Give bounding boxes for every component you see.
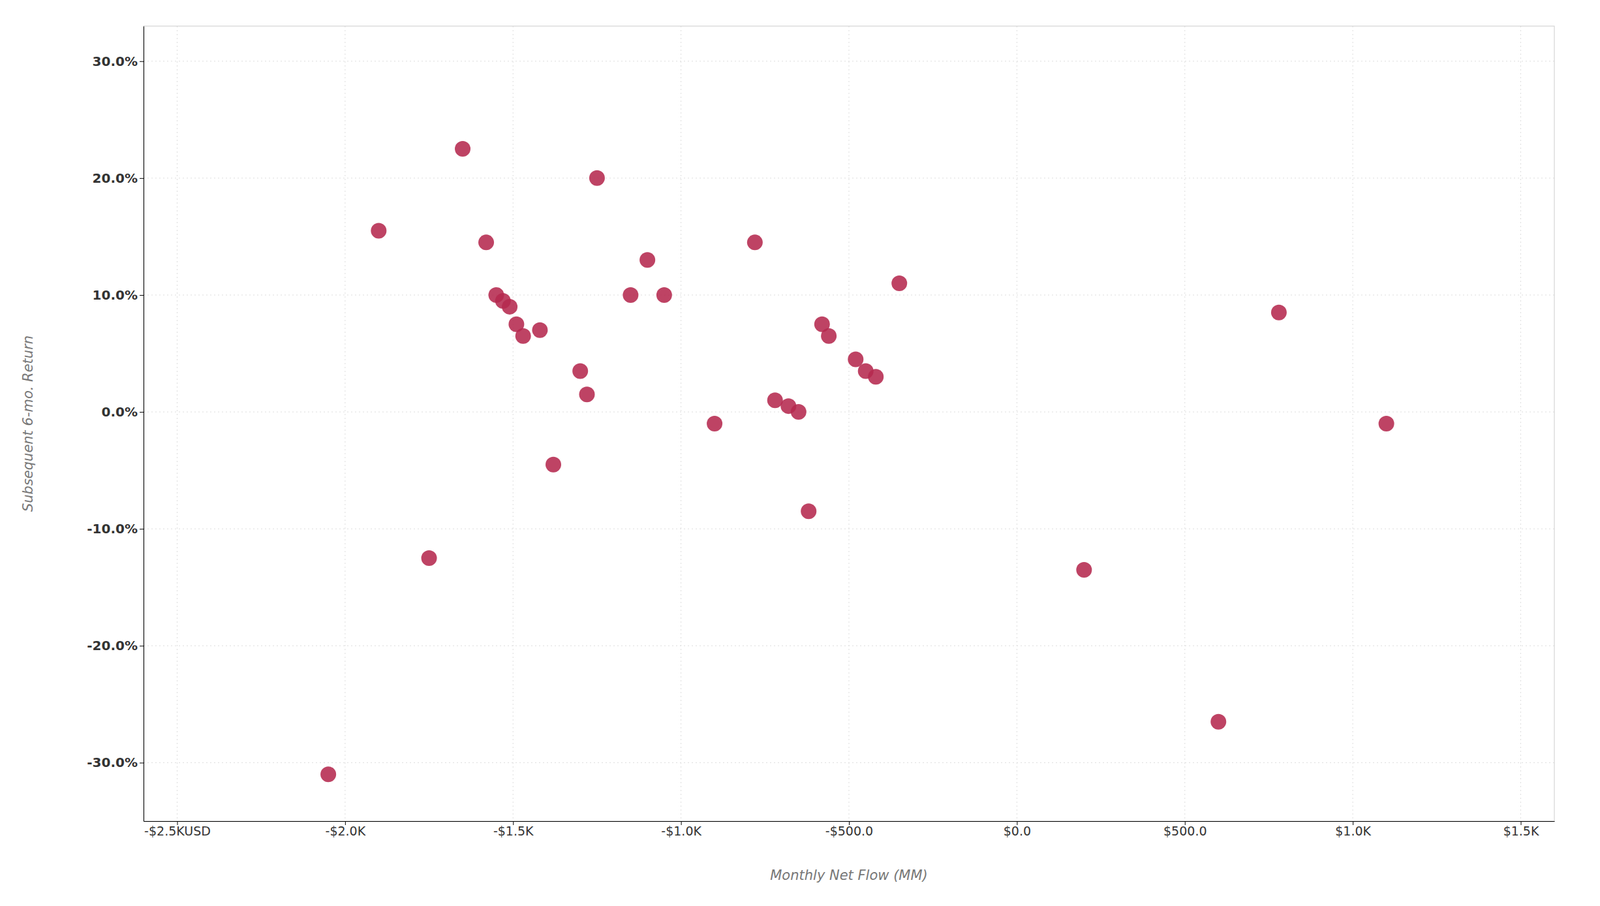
x-tick: -$500.0 <box>825 820 874 838</box>
point <box>320 766 337 782</box>
y-tick-mark <box>139 178 144 179</box>
x-tick: $1.5K <box>1503 820 1540 838</box>
chart: -$2.5KUSD -$2.0K -$1.5K -$1.0K -$500.0 $0.0 $5… <box>0 0 1600 906</box>
point <box>1076 561 1092 578</box>
point <box>578 386 595 402</box>
y-tick-mark <box>139 762 144 763</box>
y-tick: -20.0% <box>86 637 144 654</box>
grid-line-y <box>143 177 1555 179</box>
x-axis: -$2.5KUSD -$2.0K -$1.5K -$1.0K -$500.0 $0.0 $5… <box>144 820 1555 838</box>
x-tick-label: -$1.0K <box>661 823 702 838</box>
y-tick-mark <box>139 645 144 647</box>
x-tick: $500.0 <box>1163 820 1207 838</box>
x-tick-label: -$2.5KUSD <box>144 823 211 838</box>
x-tick-label: -$500.0 <box>825 823 874 838</box>
y-tick-label: 30.0% <box>92 53 138 70</box>
x-tick: $0.0 <box>1003 820 1031 838</box>
x-axis-title: Monthly Net Flow (MM) <box>769 867 928 883</box>
point <box>531 322 548 339</box>
grid-line-x <box>1352 26 1354 821</box>
x-tick-label: $1.0K <box>1335 823 1371 838</box>
y-tick-mark <box>139 294 144 296</box>
y-tick-label: -20.0% <box>86 637 138 654</box>
y-tick-mark <box>139 61 144 62</box>
x-tick: -$1.5K <box>493 820 534 838</box>
grid-line-x <box>344 26 346 821</box>
y-tick-label: -30.0% <box>86 754 138 770</box>
y-axis-title: Subsequent 6-mo. Return <box>20 335 36 512</box>
point <box>656 287 673 303</box>
point <box>545 456 562 473</box>
y-axis: -30.0% -20.0% -10.0% 0.0% 10.0% 20.0% 30.0% <box>86 26 144 822</box>
y-tick: -10.0% <box>86 520 144 537</box>
x-tick: -$2.5KUSD <box>144 820 211 838</box>
point <box>622 287 639 303</box>
grid-line-x <box>1184 26 1185 821</box>
point <box>639 251 656 268</box>
grid-line-x <box>176 26 178 821</box>
y-tick-label: -10.0% <box>86 520 138 537</box>
point <box>1210 713 1227 730</box>
x-tick-label: $500.0 <box>1163 823 1207 838</box>
point <box>790 403 807 420</box>
x-tick-label: $0.0 <box>1003 823 1031 838</box>
plot-area: -$2.5KUSD -$2.0K -$1.5K -$1.0K -$500.0 $0.0 $5… <box>86 26 1555 838</box>
grid-line-y <box>143 762 1555 763</box>
point <box>1378 415 1395 432</box>
grid-line-y <box>143 528 1555 530</box>
y-tick-label: 10.0% <box>92 287 138 303</box>
x-tick: -$2.0K <box>325 820 367 838</box>
y-tick-label: 20.0% <box>92 170 138 186</box>
x-tick: -$1.0K <box>661 820 702 838</box>
point <box>747 234 763 250</box>
x-tick: $1.0K <box>1335 820 1371 838</box>
plot-frame <box>143 26 1555 821</box>
point <box>501 298 518 315</box>
point <box>767 392 784 408</box>
y-tick: 10.0% <box>92 287 144 303</box>
point <box>478 234 494 250</box>
points <box>320 140 1395 782</box>
point <box>800 503 817 519</box>
grid-line-y <box>143 294 1555 295</box>
point <box>706 415 723 432</box>
y-tick: -30.0% <box>86 754 144 770</box>
point <box>1271 304 1287 321</box>
point <box>572 362 588 379</box>
x-tick-label: -$1.5K <box>493 823 534 838</box>
grid-line-y <box>143 60 1555 62</box>
grid-line-x <box>512 26 514 821</box>
grid-line-x <box>1520 26 1522 821</box>
y-axis-line <box>143 26 145 822</box>
grid <box>143 26 1555 821</box>
point <box>370 222 387 239</box>
point <box>515 328 532 344</box>
x-tick-label: $1.5K <box>1503 823 1540 838</box>
grid-line-y <box>143 411 1555 413</box>
point <box>820 328 837 344</box>
y-tick: 30.0% <box>92 53 144 70</box>
y-tick: 0.0% <box>101 403 144 420</box>
y-tick: 20.0% <box>92 170 144 186</box>
grid-line-x <box>848 26 850 821</box>
grid-line-y <box>143 645 1555 647</box>
point <box>867 368 884 385</box>
y-tick-mark <box>139 411 144 413</box>
point <box>891 275 908 292</box>
grid-line-x <box>1016 26 1018 821</box>
x-tick-label: -$2.0K <box>325 823 367 838</box>
grid-line-x <box>680 26 682 821</box>
point <box>421 550 438 566</box>
point <box>454 140 471 157</box>
y-tick-label: 0.0% <box>101 403 138 420</box>
point <box>589 170 605 186</box>
y-tick-mark <box>139 528 144 530</box>
